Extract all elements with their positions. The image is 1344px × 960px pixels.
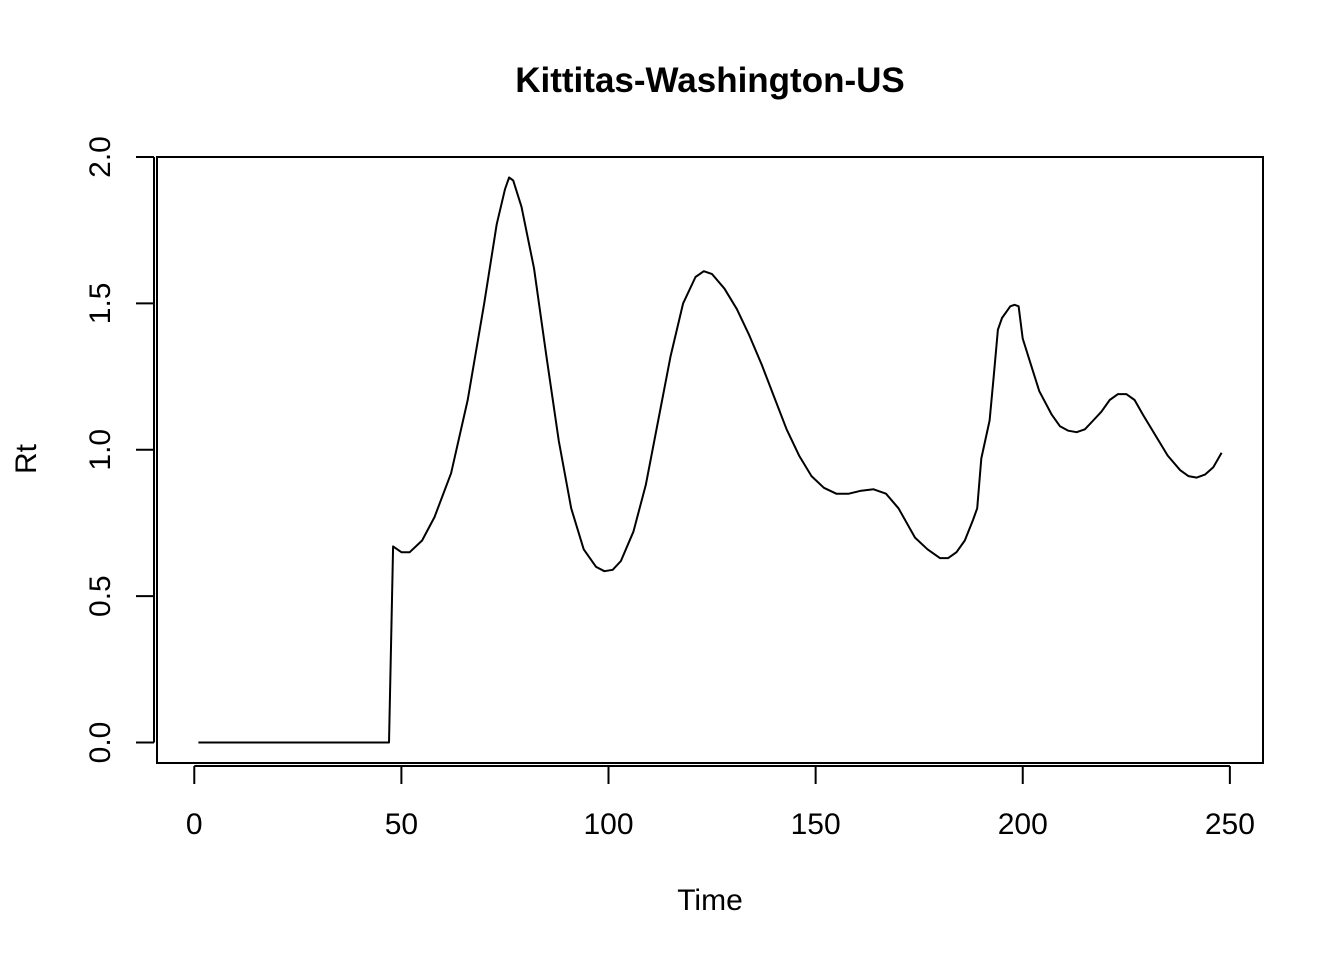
x-tick-label: 100 xyxy=(583,808,633,841)
x-axis-label: Time xyxy=(677,884,743,917)
x-tick-label: 250 xyxy=(1205,808,1255,841)
y-tick-label: 0.5 xyxy=(84,575,117,617)
x-tick-label: 0 xyxy=(186,808,203,841)
y-tick-label: 0.0 xyxy=(84,722,117,764)
plot-frame xyxy=(156,156,1264,764)
y-axis: 0.0 0.5 1.0 1.5 2.0 xyxy=(84,136,155,764)
series-line xyxy=(198,176,1223,744)
x-tick-label: 200 xyxy=(998,808,1048,841)
y-tick-label: 1.5 xyxy=(84,283,117,325)
y-tick-label: 2.0 xyxy=(84,136,117,178)
y-tick-label: 1.0 xyxy=(84,429,117,471)
y-axis-label: Rt xyxy=(10,443,43,474)
x-tick-label: 50 xyxy=(385,808,418,841)
x-axis: 0 50 100 150 200 250 xyxy=(186,765,1255,841)
chart-title: Kittitas-Washington-US xyxy=(515,61,905,100)
x-tick-label: 150 xyxy=(791,808,841,841)
